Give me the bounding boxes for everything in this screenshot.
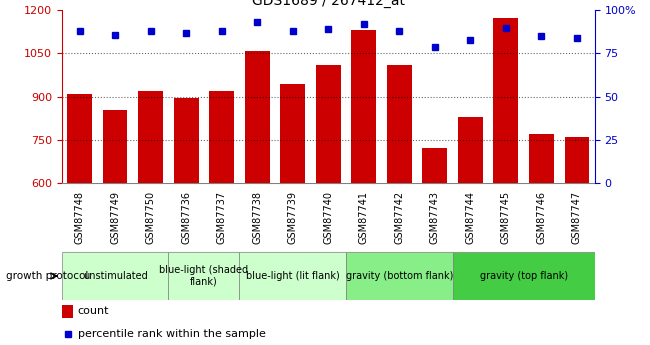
Bar: [62, 305, 73, 318]
Bar: [565, 137, 590, 183]
Bar: [529, 134, 554, 183]
Bar: [458, 117, 483, 183]
Text: GSM87749: GSM87749: [110, 191, 120, 244]
Text: GSM87748: GSM87748: [75, 191, 84, 244]
Text: growth protocol: growth protocol: [6, 271, 89, 281]
Bar: [245, 51, 270, 183]
Bar: [387, 65, 411, 183]
Bar: [209, 91, 234, 183]
Bar: [103, 109, 127, 183]
Bar: [138, 91, 163, 183]
Text: GSM87740: GSM87740: [323, 191, 333, 244]
Bar: [422, 148, 447, 183]
Text: GSM87744: GSM87744: [465, 191, 475, 244]
Bar: [452, 252, 595, 300]
Bar: [168, 252, 239, 300]
Text: GSM87737: GSM87737: [216, 191, 227, 244]
Text: blue-light (lit flank): blue-light (lit flank): [246, 271, 339, 281]
Bar: [316, 65, 341, 183]
Text: GSM87747: GSM87747: [572, 191, 582, 244]
Text: GSM87741: GSM87741: [359, 191, 369, 244]
Bar: [239, 252, 346, 300]
Bar: [346, 252, 452, 300]
Text: GSM87738: GSM87738: [252, 191, 262, 244]
Text: GSM87736: GSM87736: [181, 191, 191, 244]
Bar: [174, 98, 198, 183]
Bar: [62, 252, 168, 300]
Text: GSM87750: GSM87750: [146, 191, 155, 244]
Text: GSM87745: GSM87745: [501, 191, 511, 244]
Bar: [493, 18, 518, 183]
Text: gravity (bottom flank): gravity (bottom flank): [346, 271, 453, 281]
Text: blue-light (shaded
flank): blue-light (shaded flank): [159, 265, 248, 287]
Text: GSM87739: GSM87739: [288, 191, 298, 244]
Bar: [280, 83, 305, 183]
Text: GSM87742: GSM87742: [395, 191, 404, 244]
Text: GSM87743: GSM87743: [430, 191, 440, 244]
Text: percentile rank within the sample: percentile rank within the sample: [78, 329, 266, 339]
Bar: [67, 94, 92, 183]
Text: count: count: [78, 306, 109, 316]
Text: unstimulated: unstimulated: [83, 271, 148, 281]
Bar: [352, 30, 376, 183]
Text: GSM87746: GSM87746: [536, 191, 547, 244]
Title: GDS1689 / 267412_at: GDS1689 / 267412_at: [252, 0, 405, 8]
Text: gravity (top flank): gravity (top flank): [480, 271, 567, 281]
